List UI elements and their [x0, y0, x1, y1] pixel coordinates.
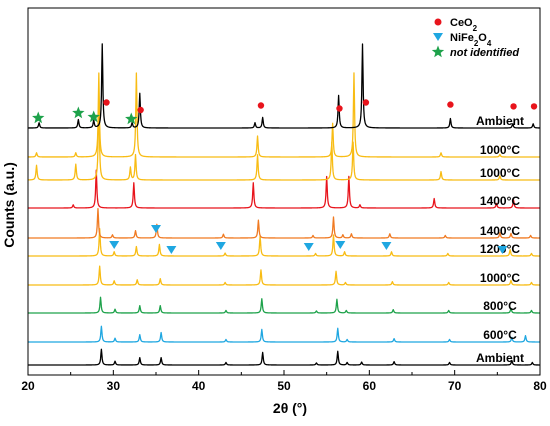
nife2o4-marker	[303, 243, 314, 251]
series-line	[28, 95, 540, 181]
y-axis-label: Counts (a.u.)	[1, 162, 17, 248]
x-tick-label: 30	[107, 379, 121, 393]
x-tick-label: 70	[448, 379, 462, 393]
nife2o4-marker	[381, 242, 392, 250]
x-tick-label: 50	[277, 379, 291, 393]
ceo2-marker	[447, 101, 454, 108]
x-tick-label: 40	[192, 379, 206, 393]
x-tick-label: 80	[533, 379, 547, 393]
nife2o4-marker	[215, 242, 226, 250]
x-axis-label: 2θ (°)	[273, 400, 307, 416]
legend-entry-label: NiFe2O4	[450, 32, 492, 48]
series-label: 1000°C	[480, 166, 520, 180]
nife2o4-marker	[109, 241, 120, 249]
nife2o4-marker	[335, 241, 346, 249]
plot-area	[28, 43, 540, 366]
legend-entry-label: not identified	[450, 47, 519, 59]
nife2o4-marker	[497, 246, 508, 254]
series-label: 1000°C	[480, 143, 520, 157]
series-line	[28, 43, 540, 129]
ceo2-marker	[362, 99, 370, 106]
series-label: 600°C	[483, 328, 517, 342]
series-line	[28, 72, 540, 158]
series-line	[28, 348, 540, 366]
series-line	[28, 325, 540, 343]
legend-star-icon	[431, 45, 445, 58]
unidentified-marker	[72, 106, 85, 119]
series-line	[28, 228, 540, 257]
series-line	[28, 265, 540, 286]
legend-entry-label: CeO2	[450, 17, 478, 33]
x-tick-label: 20	[21, 379, 35, 393]
ceo2-marker	[336, 105, 343, 112]
series-line	[28, 207, 540, 239]
series-line	[28, 169, 540, 209]
series-label: 1400°C	[480, 194, 520, 208]
series-label: 1400°C	[480, 224, 520, 238]
ceo2-marker	[137, 106, 144, 114]
series-line	[28, 296, 540, 314]
ceo2-marker	[103, 99, 110, 106]
ceo2-marker	[257, 102, 265, 109]
series-label: Ambient	[476, 114, 524, 128]
nife2o4-marker	[166, 246, 177, 254]
x-tick-label: 60	[363, 379, 377, 393]
legend-ceo2-icon	[434, 18, 442, 26]
unidentified-marker	[125, 112, 138, 125]
ceo2-marker	[510, 103, 517, 110]
unidentified-marker	[32, 111, 45, 124]
unidentified-marker	[87, 110, 100, 123]
series-label: 1000°C	[480, 271, 520, 285]
legend-nife2o4-icon	[433, 33, 443, 41]
ceo2-marker	[530, 103, 538, 110]
series-label: Ambient	[476, 351, 524, 365]
plot-frame	[27, 7, 541, 376]
axes: Ambient600°C800°C1000°C1200°C1400°C1400°…	[21, 7, 547, 393]
nife2o4-marker	[151, 225, 161, 233]
series-label: 800°C	[483, 299, 517, 313]
